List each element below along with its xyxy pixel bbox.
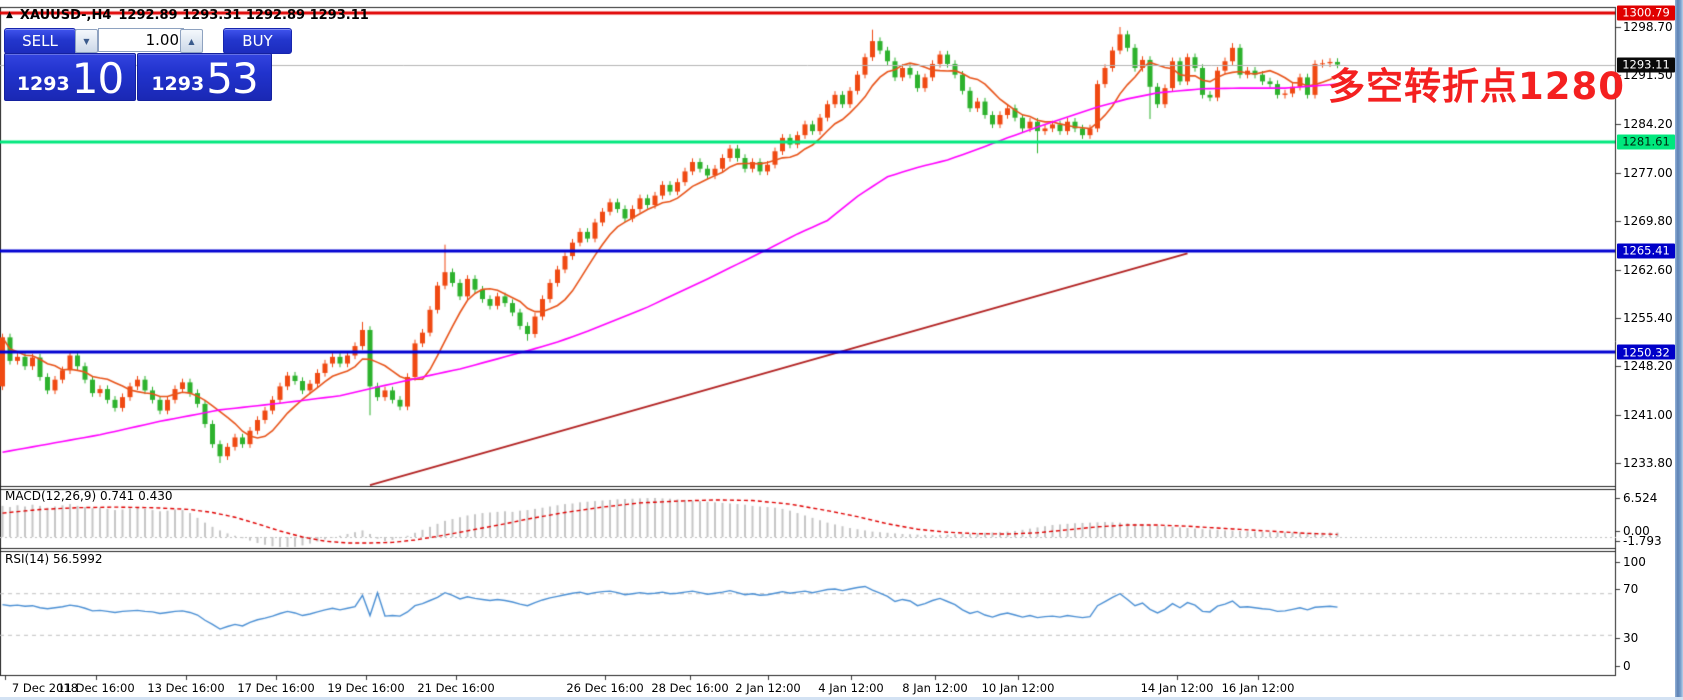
price-tick-label: 1255.40 [1623,310,1673,325]
price-tick-label: 1262.60 [1623,262,1673,277]
buy-button[interactable]: BUY [223,28,292,54]
volume-decrement-button[interactable]: ▼ [75,29,98,53]
time-axis-label: 21 Dec 16:00 [417,681,495,695]
indicator-axis-label: -1.793 [1623,534,1662,548]
price-tick-label: 1277.00 [1623,165,1673,180]
one-click-trade-widget: SELL ▼ ▲ BUY 1293 10 1293 53 [3,26,293,101]
buy-price-pips: 53 [206,54,258,104]
time-axis-label: 2 Jan 12:00 [735,681,801,695]
volume-input[interactable] [98,28,184,52]
time-axis-label: 13 Dec 16:00 [147,681,225,695]
time-axis-label: 26 Dec 16:00 [566,681,644,695]
price-level-badge: 1300.79 [1617,5,1675,21]
price-tick-label: 1248.20 [1623,359,1673,374]
time-axis-label: 16 Jan 12:00 [1221,681,1295,695]
chevron-down-icon: ▼ [83,36,90,46]
indicator-axis-label: 70 [1623,582,1639,596]
chart-annotation-text: 多空转折点1280 [1328,65,1625,108]
time-axis-label: 17 Dec 16:00 [237,681,315,695]
price-tick-label: 1269.80 [1623,214,1673,229]
indicator-axis-label: 0.00 [1623,524,1650,538]
window-right-border [1675,0,1683,700]
buy-price-panel[interactable]: 1293 53 [137,53,272,101]
price-level-badge: 1281.61 [1617,134,1675,150]
indicator-axis-label: 6.524 [1623,491,1658,505]
chart-title-row: ▲ XAUUSD-,H4 1292.89 1293.31 1292.89 129… [6,8,369,23]
time-axis-label: 14 Jan 12:00 [1140,681,1214,695]
price-level-badge: 1293.11 [1617,57,1675,73]
time-axis-label: 10 Jan 12:00 [981,681,1055,695]
time-axis-label: 11 Dec 16:00 [57,681,135,695]
indicator-axis-label: 30 [1623,631,1639,645]
price-level-badge: 1250.32 [1617,344,1675,360]
time-axis-label: 8 Jan 12:00 [902,681,968,695]
time-axis-label: 19 Dec 16:00 [327,681,405,695]
volume-increment-button[interactable]: ▲ [180,29,203,53]
price-level-badge: 1265.41 [1617,243,1675,259]
price-tick-label: 1241.00 [1623,407,1673,422]
time-axis-label: 4 Jan 12:00 [818,681,884,695]
buy-price-handle: 1293 [151,73,205,95]
time-axis-label: 28 Dec 16:00 [651,681,729,695]
price-tick-label: 1298.70 [1623,20,1673,34]
symbol-period-label: XAUUSD-,H4 [19,8,112,23]
sell-price-pips: 10 [71,54,124,104]
indicator-axis-label: 100 [1623,555,1646,569]
window-bottom-border [0,697,1683,700]
rsi-indicator-label: RSI(14) 56.5992 [5,552,103,566]
symbol-up-icon: ▲ [6,10,13,20]
price-tick-label: 1284.20 [1623,117,1673,132]
time-axis-label: 7 Dec 2018 [11,681,79,695]
macd-indicator-label: MACD(12,26,9) 0.741 0.430 [5,489,173,503]
indicator-axis-label: 0 [1623,659,1631,673]
ohlc-readout: 1292.89 1293.31 1292.89 1293.11 [118,8,369,23]
price-tick-label: 1233.80 [1623,455,1673,470]
sell-price-panel[interactable]: 1293 10 [4,53,136,101]
sell-price-handle: 1293 [16,73,70,95]
chevron-up-icon: ▲ [188,36,195,46]
sell-button[interactable]: SELL [4,28,76,54]
